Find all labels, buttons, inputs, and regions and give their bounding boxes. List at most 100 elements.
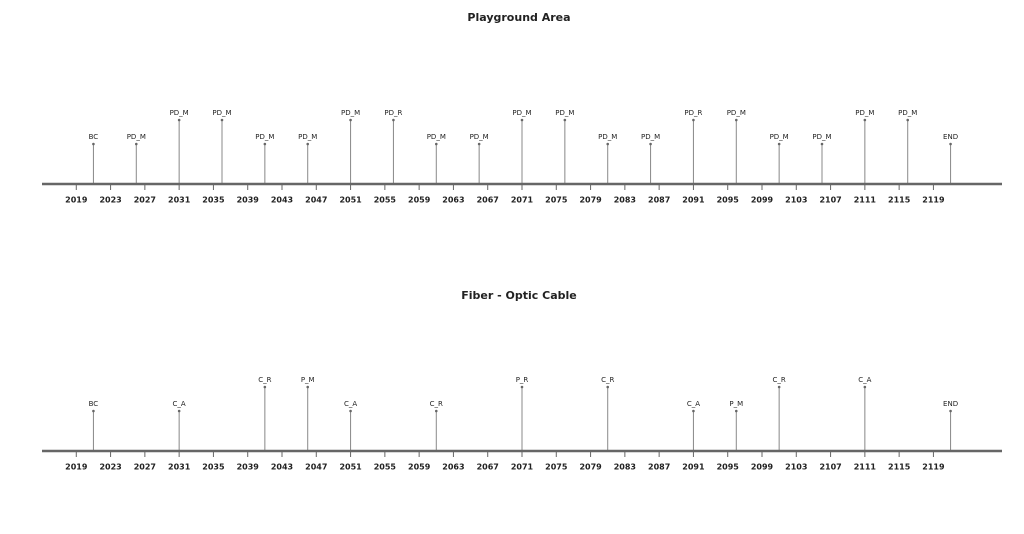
x-tick-label: 2071 (511, 463, 534, 472)
x-tick-label: 2031 (168, 196, 191, 205)
event-dot (520, 118, 524, 122)
x-tick-label: 2079 (579, 463, 602, 472)
event-dot (263, 385, 267, 389)
x-tick-label: 2023 (99, 196, 121, 205)
x-tick-label: 2103 (785, 463, 807, 472)
event-label: C_R (258, 376, 271, 384)
x-tick-label: 2103 (785, 196, 807, 205)
x-tick-label: 2035 (202, 196, 225, 205)
x-tick-label: 2027 (134, 196, 156, 205)
event-label: PD_M (512, 109, 531, 117)
event-label: C_R (773, 376, 786, 384)
event-label: P_M (729, 400, 743, 408)
event-label: PD_M (470, 133, 489, 141)
event-dot (434, 409, 438, 413)
event-dot (777, 385, 781, 389)
x-tick-label: 2043 (271, 196, 293, 205)
chart-title: Fiber - Optic Cable (461, 289, 576, 302)
event-dot (649, 142, 652, 146)
x-tick-label: 2067 (477, 196, 499, 205)
x-tick-label: 2119 (922, 463, 945, 472)
event-dot (263, 142, 267, 146)
event-dot (134, 142, 138, 146)
x-tick-label: 2099 (751, 196, 774, 205)
event-label: PD_M (427, 133, 446, 141)
event-label: C_A (173, 400, 186, 408)
x-tick-label: 2063 (442, 196, 464, 205)
x-tick-label: 2055 (374, 196, 397, 205)
x-tick-label: 2115 (888, 196, 911, 205)
event-dot (949, 409, 952, 413)
event-label: PD_M (298, 133, 317, 141)
x-tick-label: 2059 (408, 463, 431, 472)
x-tick-label: 2051 (339, 196, 362, 205)
x-tick-label: 2039 (237, 463, 260, 472)
event-dot (734, 118, 738, 122)
event-dot (177, 409, 181, 413)
x-tick-label: 2047 (305, 463, 327, 472)
x-tick-label: 2075 (545, 463, 568, 472)
event-label: C_A (344, 400, 357, 408)
event-dot (177, 118, 181, 122)
x-tick-label: 2031 (168, 463, 191, 472)
event-label: P_R (516, 376, 529, 384)
event-label: PD_M (770, 133, 789, 141)
event-dot (520, 385, 524, 389)
x-tick-label: 2107 (819, 196, 841, 205)
event-dot (820, 142, 824, 146)
event-dot (563, 118, 567, 122)
x-tick-label: 2111 (854, 196, 877, 205)
event-label: PD_M (898, 109, 917, 117)
x-tick-label: 2035 (202, 463, 225, 472)
event-label: C_R (601, 376, 614, 384)
event-dot (777, 142, 781, 146)
event-label: PD_M (127, 133, 146, 141)
x-tick-label: 2051 (339, 463, 362, 472)
x-tick-label: 2039 (237, 196, 260, 205)
x-tick-label: 2071 (511, 196, 534, 205)
x-tick-label: 2027 (134, 463, 156, 472)
x-tick-label: 2087 (648, 196, 670, 205)
x-tick-label: 2067 (477, 463, 499, 472)
x-tick-label: 2083 (614, 463, 636, 472)
x-tick-label: 2091 (682, 463, 705, 472)
event-dot (349, 409, 352, 413)
event-dot (863, 118, 867, 122)
event-label: P_M (301, 376, 315, 384)
event-dot (906, 118, 910, 122)
event-dot (949, 142, 952, 146)
event-dot (477, 142, 481, 146)
event-label: BC (89, 133, 99, 141)
event-dot (392, 118, 395, 122)
x-tick-label: 2079 (579, 196, 602, 205)
x-tick-label: 2075 (545, 196, 568, 205)
x-tick-label: 2111 (854, 463, 877, 472)
x-tick-label: 2091 (682, 196, 705, 205)
event-dot (863, 385, 867, 389)
chart-title: Playground Area (467, 11, 570, 24)
event-label: END (943, 400, 958, 408)
event-label: C_R (430, 400, 443, 408)
event-label: PD_M (641, 133, 660, 141)
event-label: PD_M (555, 109, 574, 117)
x-tick-label: 2023 (99, 463, 121, 472)
x-tick-label: 2019 (65, 463, 88, 472)
event-dot (692, 409, 695, 413)
event-label: PD_M (170, 109, 189, 117)
event-dot (306, 385, 310, 389)
event-label: PD_M (212, 109, 231, 117)
event-dot (734, 409, 738, 413)
event-label: C_A (687, 400, 700, 408)
event-dot (692, 118, 695, 122)
event-dot (92, 142, 95, 146)
event-label: PD_R (384, 109, 402, 117)
event-label: PD_R (684, 109, 702, 117)
x-tick-label: 2043 (271, 463, 293, 472)
event-label: PD_M (812, 133, 831, 141)
event-dot (434, 142, 438, 146)
event-label: PD_M (598, 133, 617, 141)
event-dot (349, 118, 352, 122)
event-dot (220, 118, 224, 122)
